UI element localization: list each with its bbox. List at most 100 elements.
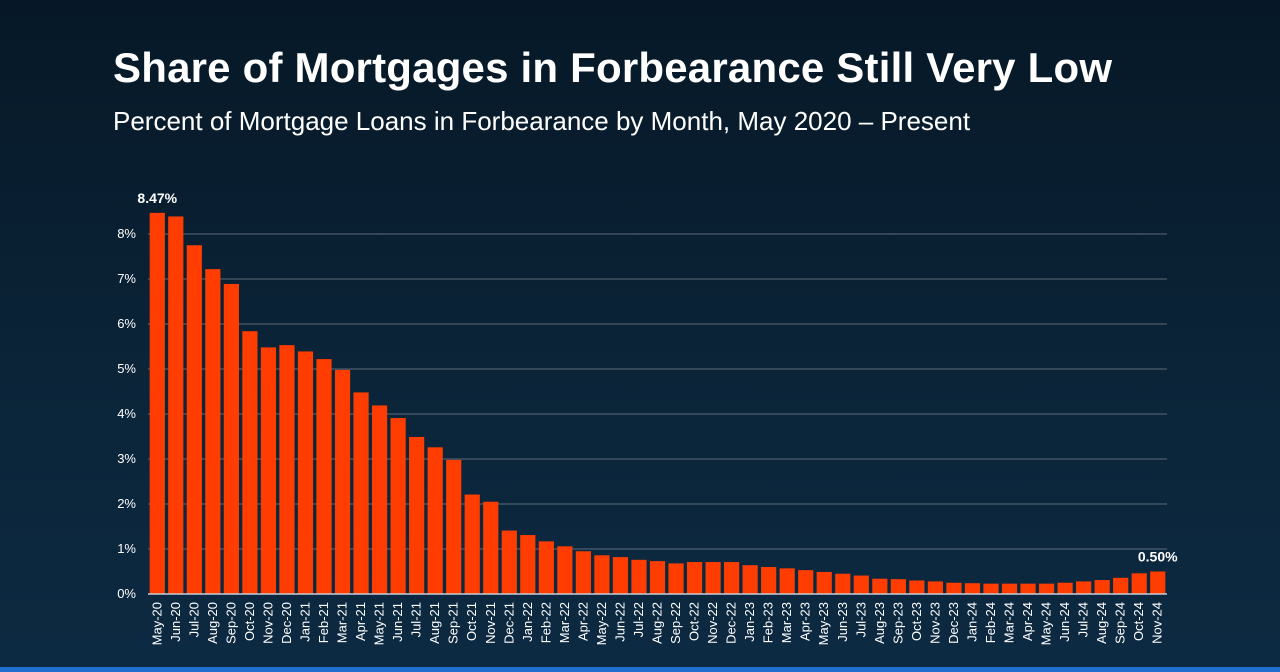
data-label: 0.50% (1138, 549, 1178, 565)
x-tick-label: May-22 (594, 602, 609, 645)
bar (446, 459, 462, 594)
bar (1038, 583, 1055, 594)
bar (168, 216, 184, 594)
x-tick-label: Jul-20 (186, 602, 201, 637)
y-tick-label: 8% (117, 226, 136, 241)
bar (594, 555, 610, 594)
x-tick-label: Aug-22 (650, 602, 665, 644)
bar (1094, 580, 1110, 594)
x-tick-label: Jul-22 (631, 602, 646, 637)
bar (260, 347, 277, 594)
x-tick-label: Oct-22 (687, 602, 702, 641)
y-tick-label: 7% (117, 271, 136, 286)
bar (427, 447, 443, 594)
x-tick-label: Feb-22 (538, 602, 553, 643)
data-labels: 8.47% 0.50% (137, 190, 1178, 565)
x-tick-label: Dec-21 (501, 602, 516, 644)
bar (798, 570, 814, 594)
bar (761, 567, 777, 594)
data-label: 8.47% (137, 190, 177, 206)
x-tick-label: Jan-23 (742, 602, 757, 642)
bar (631, 559, 647, 594)
bar (242, 331, 258, 594)
x-tick-label: Dec-20 (279, 602, 294, 644)
bar (686, 562, 703, 594)
x-tick-label: Jan-21 (297, 602, 312, 642)
bar (464, 494, 480, 594)
x-tick-label: Nov-20 (260, 602, 275, 644)
x-tick-label: May-23 (816, 602, 831, 645)
bar (205, 269, 221, 594)
x-tick-label: Dec-23 (946, 602, 961, 644)
x-tick-label: Feb-23 (761, 602, 776, 643)
bar (1131, 573, 1147, 594)
bar (927, 581, 944, 594)
bar (705, 562, 721, 594)
bar (223, 283, 239, 594)
bar (946, 582, 962, 594)
x-tick-label: Dec-22 (724, 602, 739, 644)
x-tick-label: Nov-22 (705, 602, 720, 644)
x-tick-label: Feb-21 (316, 602, 331, 643)
x-tick-label: Jun-21 (390, 602, 405, 642)
bar (668, 563, 684, 594)
x-tick-label: May-21 (372, 602, 387, 645)
y-tick-label: 5% (117, 361, 136, 376)
x-tick-label: Aug-24 (1094, 602, 1109, 644)
x-tick-label: Jan-24 (964, 602, 979, 642)
bar (316, 359, 332, 594)
y-tick-label: 0% (117, 586, 136, 601)
x-tick-label: Aug-21 (427, 602, 442, 644)
y-tick-label: 1% (117, 541, 136, 556)
x-tick-label: Mar-21 (335, 602, 350, 643)
y-tick-label: 4% (117, 406, 136, 421)
x-tick-label: Oct-20 (242, 602, 257, 641)
y-tick-label: 2% (117, 496, 136, 511)
bar (557, 546, 573, 594)
x-tick-label: Sep-23 (890, 602, 905, 644)
x-tick-label: Sep-20 (223, 602, 238, 644)
y-tick-label: 6% (117, 316, 136, 331)
x-tick-label: Sep-22 (668, 602, 683, 644)
x-tick-label: Aug-23 (872, 602, 887, 644)
x-tick-label: Jun-20 (168, 602, 183, 642)
x-tick-label: Sep-21 (446, 602, 461, 644)
x-tick-label: Oct-23 (909, 602, 924, 641)
x-tick-label: Apr-23 (798, 602, 813, 641)
bar (186, 245, 202, 594)
x-tick-label: Jan-22 (520, 602, 535, 642)
bar (149, 212, 165, 594)
bars (149, 212, 1166, 594)
bar (371, 405, 388, 594)
x-tick-label: Sep-24 (1113, 602, 1128, 644)
bar (872, 578, 888, 594)
x-tick-label: May-20 (149, 602, 164, 645)
bar (983, 583, 999, 594)
bar (1057, 582, 1073, 594)
bar (538, 541, 554, 594)
x-tick-label: Aug-20 (205, 602, 220, 644)
x-tick-label: Oct-21 (464, 602, 479, 641)
bar (612, 557, 629, 594)
bar (649, 561, 666, 594)
x-tick-label: Mar-24 (1002, 602, 1017, 643)
bar (1150, 571, 1166, 594)
bar (297, 351, 314, 594)
x-tick-label: Jun-22 (612, 602, 627, 642)
bar (1020, 583, 1036, 594)
bar (1076, 581, 1092, 594)
bar (779, 568, 795, 594)
bar (909, 580, 925, 594)
chart-title: Share of Mortgages in Forbearance Still … (113, 44, 1113, 91)
bar (483, 501, 499, 594)
bar (409, 436, 425, 594)
bar (890, 579, 906, 594)
bar (279, 345, 295, 594)
x-tick-label: Mar-22 (557, 602, 572, 643)
bar (724, 562, 740, 594)
bar (1001, 583, 1018, 594)
y-axis-ticks: 0% 1% 2% 3% 4% 5% 6% 7% 8% (117, 226, 136, 601)
x-tick-label: Jul-21 (409, 602, 424, 637)
x-tick-label: May-24 (1039, 602, 1054, 645)
